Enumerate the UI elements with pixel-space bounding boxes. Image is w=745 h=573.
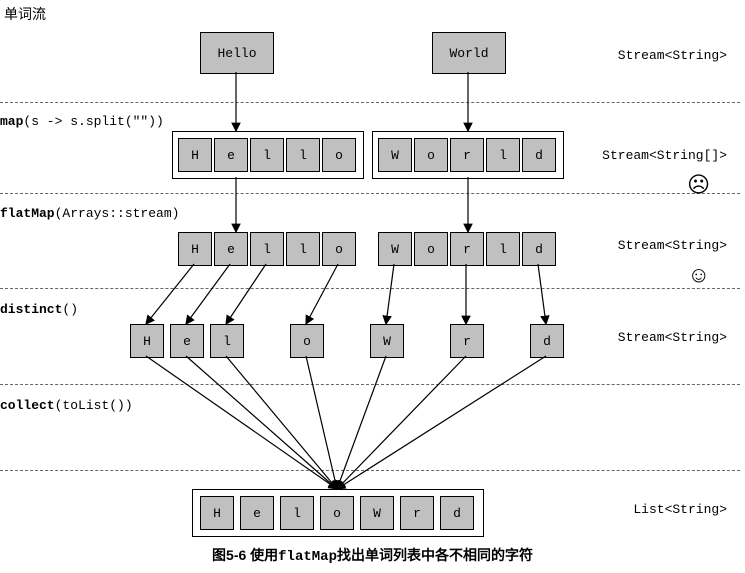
char-box: l — [280, 496, 314, 530]
char-box: o — [290, 324, 324, 358]
flow-arrow — [306, 264, 338, 324]
char-box: d — [530, 324, 564, 358]
char-box: e — [214, 232, 248, 266]
stage-label: map(s -> s.split("")) — [0, 108, 164, 134]
char-box: e — [240, 496, 274, 530]
stage-label: distinct() — [0, 296, 78, 322]
emotion-icon: ☺ — [688, 262, 710, 288]
flow-arrow — [538, 264, 546, 324]
type-label: Stream<String> — [618, 330, 727, 345]
char-box: e — [214, 138, 248, 172]
char-box: H — [178, 232, 212, 266]
figure-caption: 图5-6 使用flatMap找出单词列表中各不相同的字符 — [0, 545, 745, 565]
word-box: Hello — [200, 32, 274, 74]
char-box: o — [320, 496, 354, 530]
char-box: d — [522, 232, 556, 266]
section-title: 单词流 — [4, 4, 46, 24]
char-box: l — [486, 138, 520, 172]
char-box: W — [378, 138, 412, 172]
char-box: W — [378, 232, 412, 266]
char-box: W — [370, 324, 404, 358]
stage-divider — [0, 470, 740, 471]
word-box: World — [432, 32, 506, 74]
stage-divider — [0, 102, 740, 103]
flow-arrow — [386, 264, 394, 324]
char-box: o — [322, 232, 356, 266]
char-box: o — [322, 138, 356, 172]
char-box: H — [178, 138, 212, 172]
char-box: r — [450, 138, 484, 172]
char-box: l — [250, 232, 284, 266]
flow-arrow — [226, 264, 266, 324]
char-box: l — [286, 138, 320, 172]
char-box: o — [414, 232, 448, 266]
emotion-icon: ☹ — [687, 172, 710, 198]
char-box: H — [200, 496, 234, 530]
char-box: r — [400, 496, 434, 530]
char-box: d — [440, 496, 474, 530]
stage-label: flatMap(Arrays::stream) — [0, 200, 179, 226]
char-box: r — [450, 324, 484, 358]
char-box: l — [286, 232, 320, 266]
char-box: H — [130, 324, 164, 358]
stage-divider — [0, 193, 740, 194]
flow-arrow — [186, 264, 230, 324]
char-box: W — [360, 496, 394, 530]
char-box: l — [486, 232, 520, 266]
stage-label: collect(toList()) — [0, 392, 133, 418]
flow-arrow — [146, 264, 194, 324]
stage-divider — [0, 384, 740, 385]
char-box: l — [250, 138, 284, 172]
char-box: r — [450, 232, 484, 266]
type-label: Stream<String[]> — [602, 148, 727, 163]
char-box: d — [522, 138, 556, 172]
type-label: List<String> — [633, 502, 727, 517]
stage-divider — [0, 288, 740, 289]
type-label: Stream<String> — [618, 48, 727, 63]
char-box: e — [170, 324, 204, 358]
char-box: o — [414, 138, 448, 172]
char-box: l — [210, 324, 244, 358]
type-label: Stream<String> — [618, 238, 727, 253]
